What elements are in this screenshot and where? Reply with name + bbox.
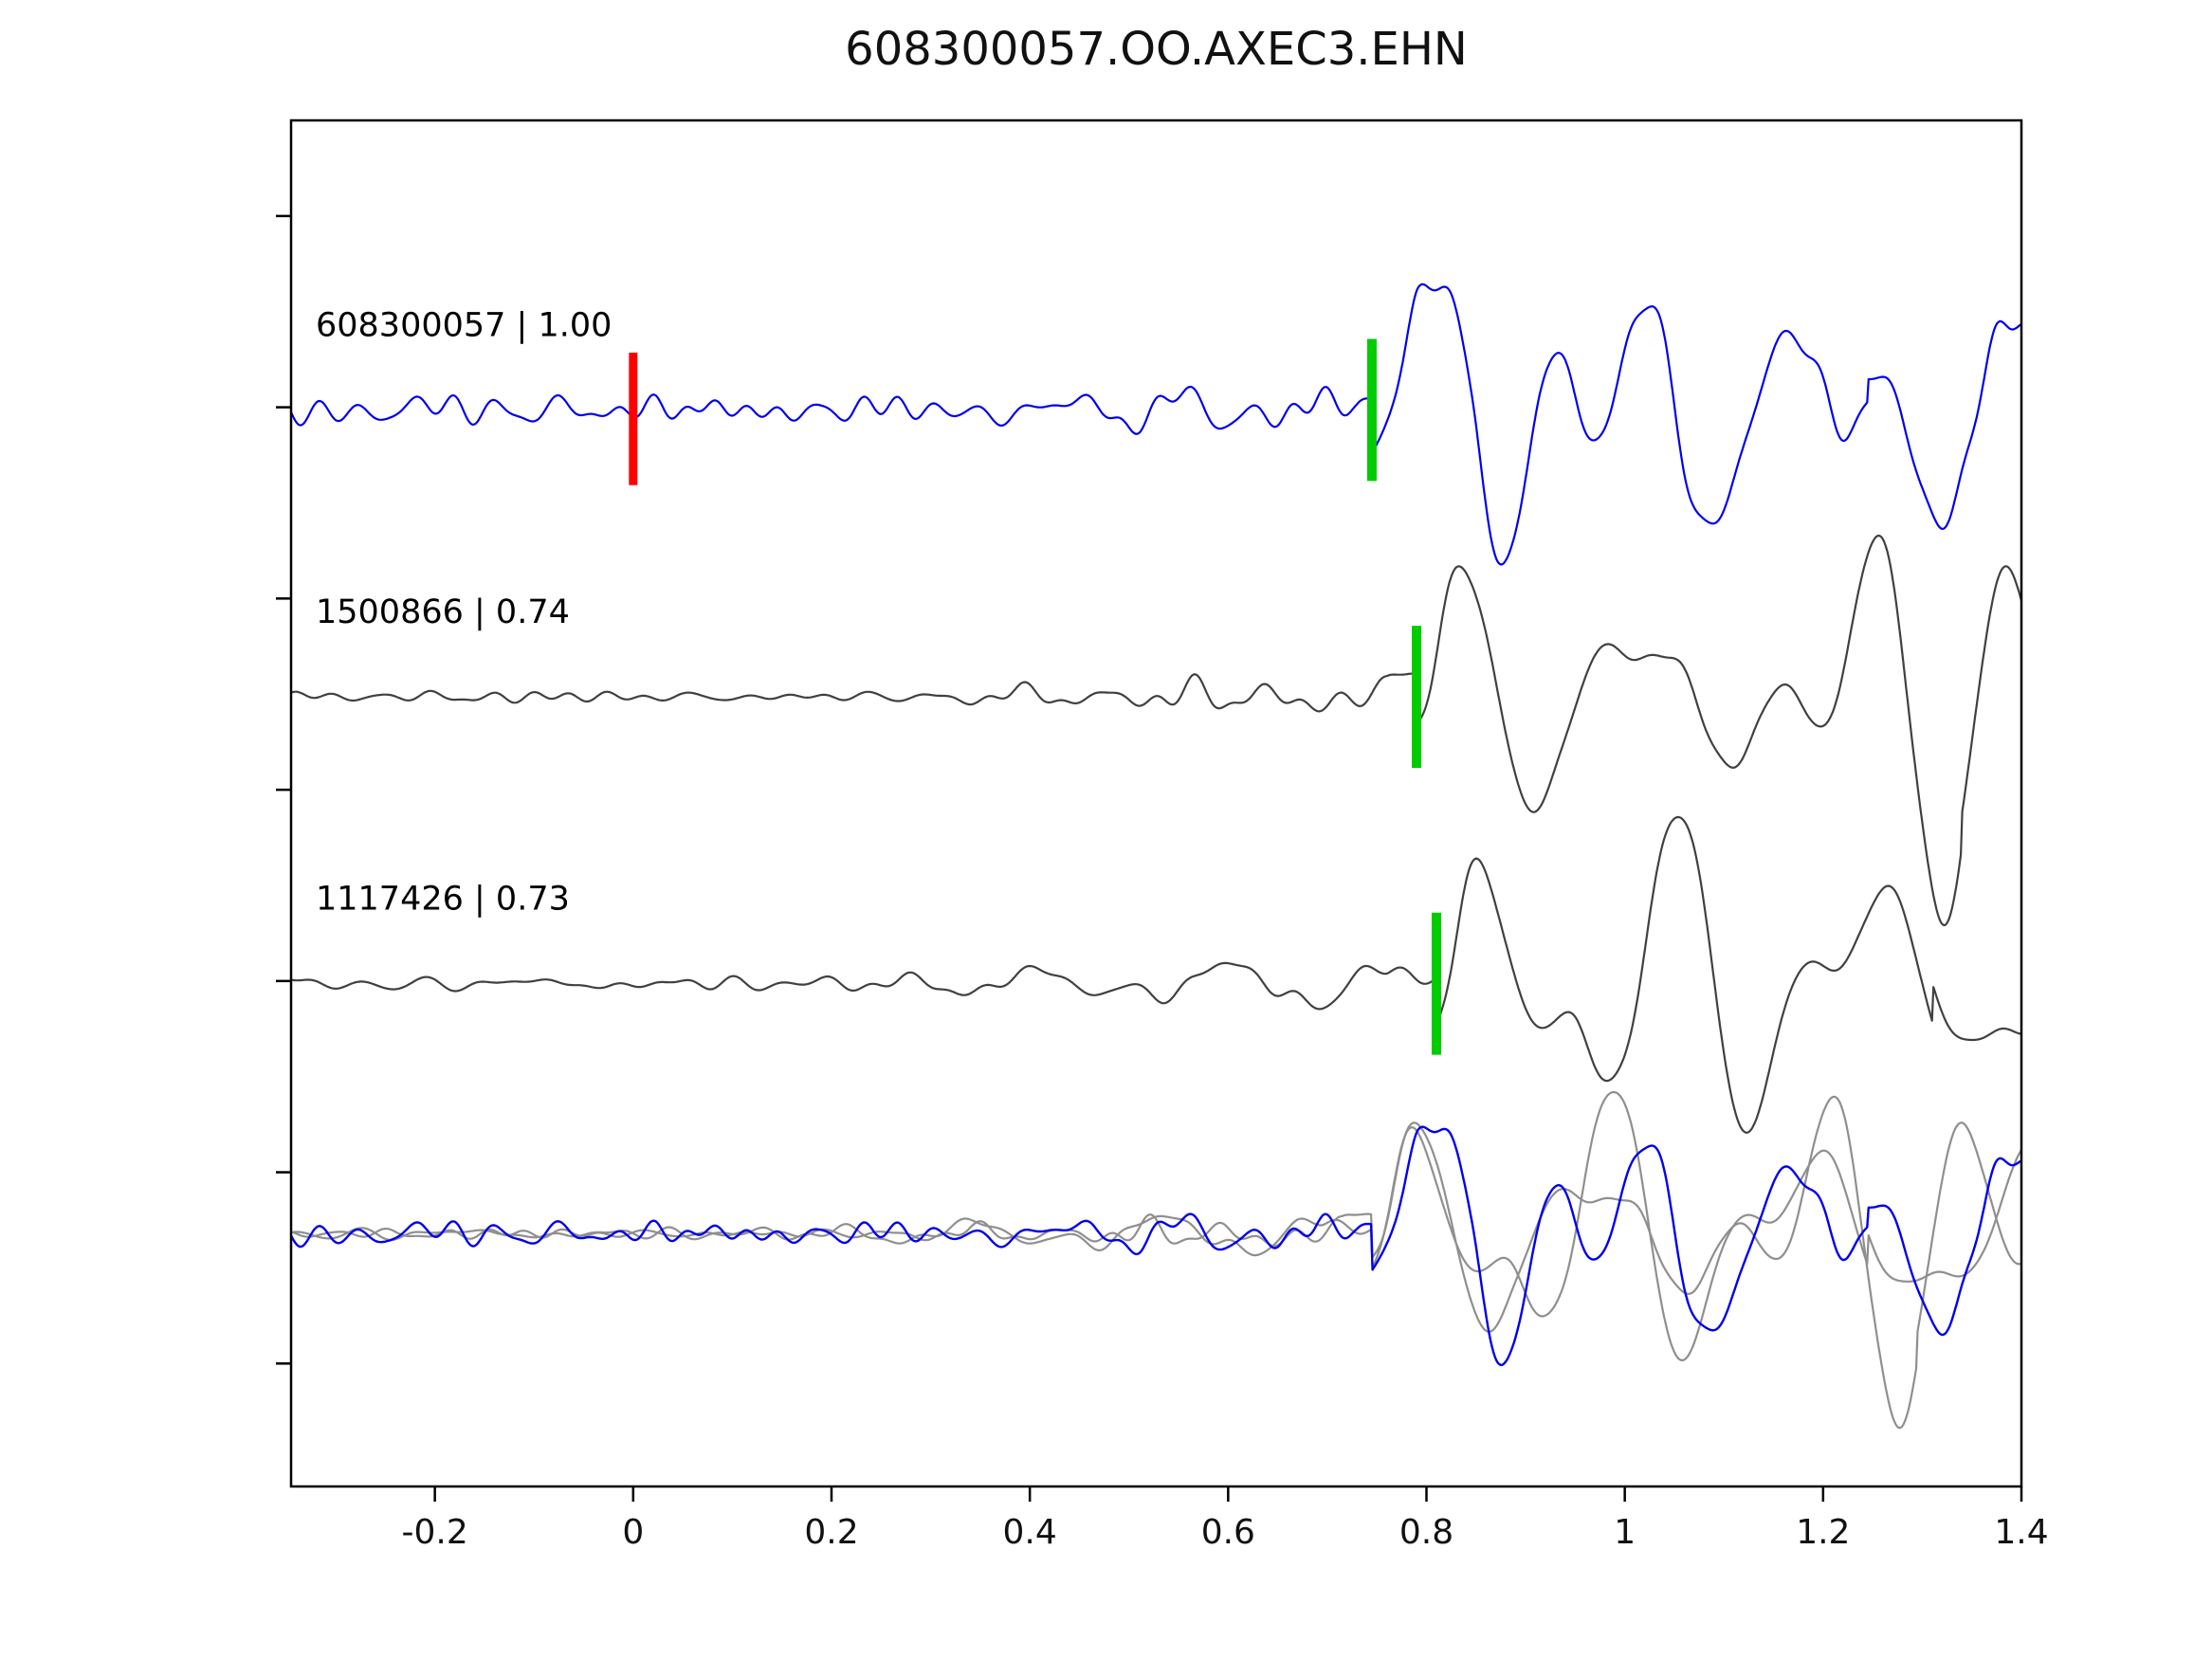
x-axis-tick-label: 1.4 (1994, 1513, 2048, 1552)
trace-label: 1500866 | 0.74 (316, 593, 570, 631)
figure-title: 608300057.OO.AXEC3.EHN (845, 23, 1468, 76)
axes-frame (289, 118, 2023, 1488)
waveform-trace-1500866 (291, 534, 2021, 927)
trace-label: 608300057 | 1.00 (316, 306, 612, 344)
overlay-trace-1117426 (291, 1090, 2021, 1362)
x-axis-tick-label: 0.6 (1201, 1513, 1255, 1552)
x-axis-tick-label: 0.4 (1003, 1513, 1057, 1552)
trace-label: 1117426 | 0.73 (316, 881, 570, 919)
x-axis-tick-label: 1.2 (1796, 1513, 1850, 1552)
x-axis-tick-label: -0.2 (402, 1513, 468, 1552)
overlay-trace-1500866 (291, 1095, 2021, 1430)
x-axis-tick-label: 0.8 (1399, 1513, 1453, 1552)
plot-area (291, 283, 2021, 1430)
waveform-trace-608300057 (291, 283, 2021, 566)
waveform-trace-1117426 (291, 815, 2021, 1134)
overlay-trace-608300057 (291, 1125, 2021, 1367)
x-axis-tick-label: 1 (1614, 1513, 1636, 1552)
x-axis-tick-label: 0.2 (804, 1513, 858, 1552)
x-axis-tick-label: 0 (622, 1513, 644, 1552)
